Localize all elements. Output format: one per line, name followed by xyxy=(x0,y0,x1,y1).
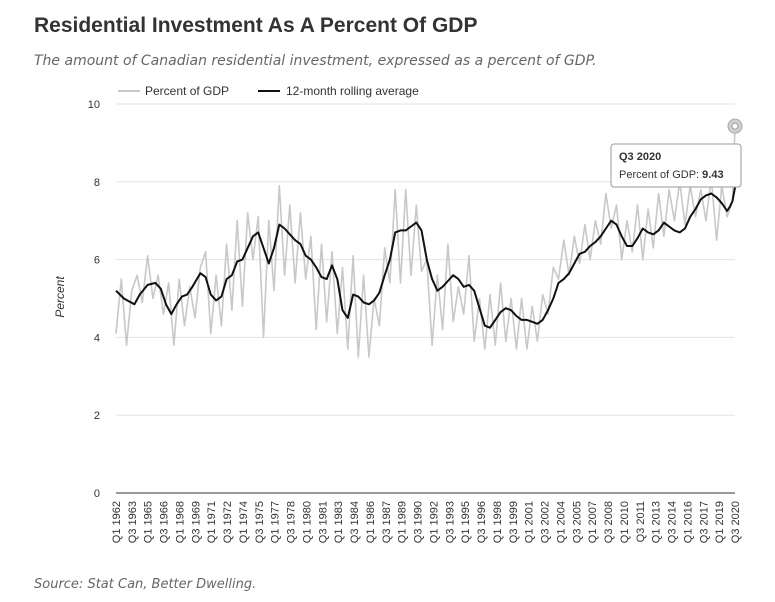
y-tick-label: 2 xyxy=(94,410,100,422)
x-tick-label: Q3 1966 xyxy=(159,501,171,543)
y-axis-ticks: 0 2 4 6 8 10 xyxy=(88,99,100,500)
x-tick-label: Q3 1981 xyxy=(317,501,329,543)
tooltip: Q3 2020 Percent of GDP: 9.43 xyxy=(610,143,742,188)
x-tick-label: Q1 1992 xyxy=(428,501,440,543)
legend-label-rolling-average[interactable]: 12-month rolling average xyxy=(286,84,419,98)
x-tick-label: Q1 1965 xyxy=(143,501,155,543)
x-tick-label: Q3 2008 xyxy=(603,501,615,543)
x-tick-label: Q3 1984 xyxy=(349,501,361,543)
x-tick-label: Q3 1996 xyxy=(476,501,488,543)
legend[interactable]: Percent of GDP 12-month rolling average xyxy=(118,84,419,98)
x-tick-label: Q3 2014 xyxy=(667,501,679,543)
x-tick-label: Q1 1986 xyxy=(365,501,377,543)
highlight-point[interactable] xyxy=(731,122,739,130)
x-axis-ticks: Q1 1962 Q3 1963 Q1 1965 Q3 1966 Q1 1968 Q3 19… xyxy=(111,501,742,543)
y-tick-label: 8 xyxy=(94,177,100,189)
x-tick-label: Q1 2007 xyxy=(587,501,599,543)
legend-label-percent-of-gdp[interactable]: Percent of GDP xyxy=(145,84,229,98)
tooltip-text: Percent of GDP: 9.43 xyxy=(619,169,724,181)
x-tick-label: Q1 1998 xyxy=(492,501,504,543)
x-tick-label: Q3 1978 xyxy=(286,501,298,543)
x-tick-label: Q3 1963 xyxy=(127,501,139,543)
chart-subtitle: The amount of Canadian residential inves… xyxy=(34,53,597,69)
x-tick-label: Q1 1962 xyxy=(111,501,123,543)
x-tick-label: Q3 2017 xyxy=(698,501,710,543)
x-tick-label: Q3 2002 xyxy=(540,501,552,543)
tooltip-value: 9.43 xyxy=(702,169,723,181)
series-line-rolling-average[interactable] xyxy=(115,187,736,329)
x-tick-label: Q1 1977 xyxy=(270,501,282,543)
x-tick-label: Q3 2020 xyxy=(730,501,742,543)
x-tick-label: Q3 1993 xyxy=(444,501,456,543)
y-tick-label: 6 xyxy=(94,255,100,267)
x-tick-label: Q3 1969 xyxy=(190,501,202,543)
tooltip-header: Q3 2020 xyxy=(619,151,661,163)
y-tick-label: 10 xyxy=(88,99,100,111)
series-group xyxy=(115,118,743,358)
x-tick-label: Q3 1987 xyxy=(381,501,393,543)
x-tick-label: Q3 1975 xyxy=(254,501,266,543)
tooltip-box xyxy=(610,143,742,188)
y-tick-label: 0 xyxy=(94,488,100,500)
x-tick-label: Q1 2004 xyxy=(555,501,567,543)
tooltip-label: Percent of GDP: xyxy=(619,169,702,181)
chart-title: Residential Investment As A Percent Of G… xyxy=(34,14,478,37)
x-tick-label: Q1 2019 xyxy=(714,501,726,543)
y-tick-label: 4 xyxy=(94,332,100,344)
x-tick-label: Q1 2001 xyxy=(524,501,536,543)
x-tick-label: Q1 1971 xyxy=(206,501,218,543)
y-axis-label: Percent xyxy=(53,276,67,318)
x-tick-label: Q1 1989 xyxy=(397,501,409,543)
chart-source: Source: Stat Can, Better Dwelling. xyxy=(34,577,257,592)
x-tick-label: Q1 2013 xyxy=(651,501,663,543)
x-tick-label: Q3 2011 xyxy=(635,501,647,542)
x-tick-label: Q1 1974 xyxy=(238,501,250,543)
x-tick-label: Q1 1980 xyxy=(301,501,313,543)
x-tick-label: Q3 1972 xyxy=(222,501,234,543)
x-tick-label: Q1 2016 xyxy=(682,501,694,543)
x-tick-label: Q1 1995 xyxy=(460,501,472,543)
x-tick-label: Q1 1968 xyxy=(174,501,186,543)
x-tick-label: Q3 1990 xyxy=(413,501,425,543)
x-tick-label: Q3 1999 xyxy=(508,501,520,543)
x-tick-label: Q1 1983 xyxy=(333,501,345,543)
x-tick-label: Q1 2010 xyxy=(619,501,631,543)
x-tick-label: Q3 2005 xyxy=(571,501,583,543)
